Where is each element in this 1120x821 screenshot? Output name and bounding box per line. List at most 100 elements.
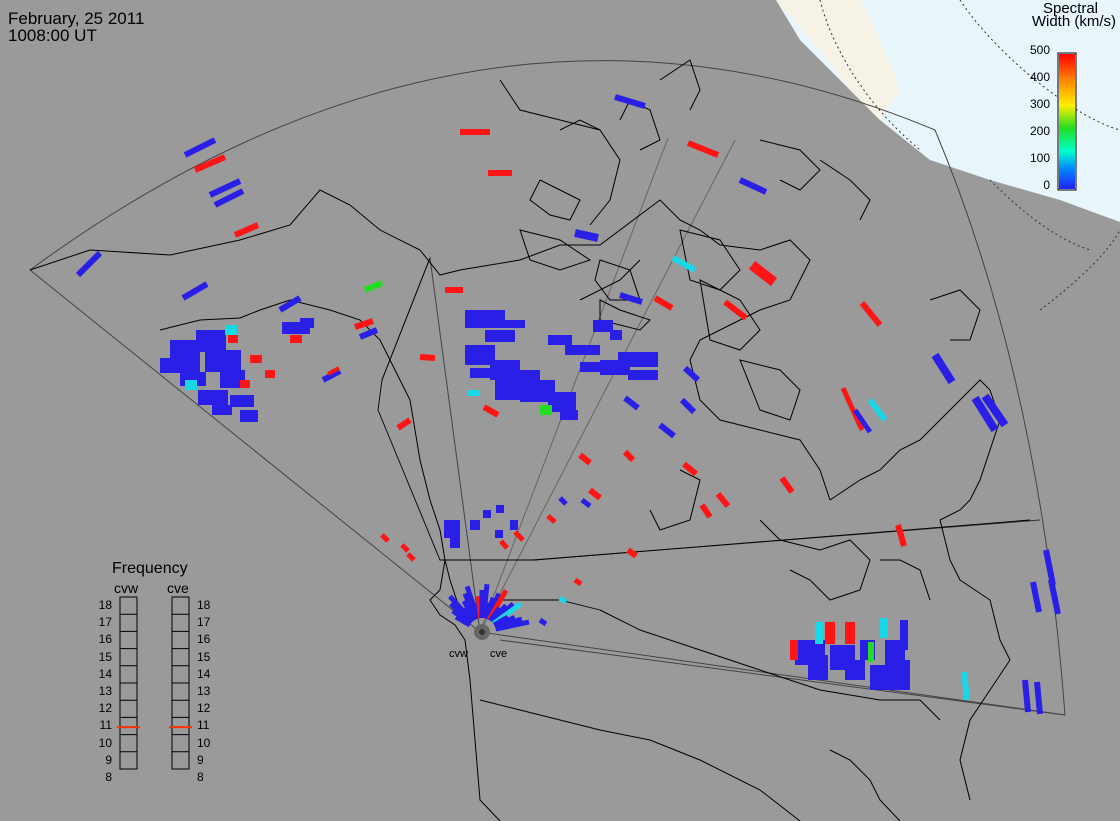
backscatter-echo [278,295,302,313]
backscatter-echo-block [580,362,610,372]
backscatter-echo [213,188,245,208]
backscatter-echo [363,280,384,293]
backscatter-echo-block [205,350,241,372]
backscatter-echo-block [496,505,504,513]
backscatter-echo-block [212,405,232,415]
frequency-tick-label: 9 [197,752,204,767]
frequency-tick-label: 18 [98,598,112,612]
frequency-tick-label: 8 [105,770,112,784]
time-label: 1008:00 UT [8,26,97,45]
site-label-cvw: cvw [449,648,468,660]
backscatter-echo-block [468,390,480,396]
backscatter-echo [181,281,209,301]
backscatter-echo [499,539,509,550]
backscatter-echo-block [444,520,460,538]
backscatter-echo-block [185,380,197,390]
backscatter-echo [183,137,217,158]
backscatter-echo [482,404,500,418]
backscatter-echo-block [880,618,888,638]
backscatter-echo [867,398,888,422]
colorbar-tick-label: 0 [1043,178,1050,192]
backscatter-echo [614,94,646,109]
backscatter-echo-block [540,405,552,415]
frequency-tick-label: 10 [197,735,211,750]
backscatter-echo-block [225,325,237,335]
backscatter-echo-block [465,310,505,328]
backscatter-echo [574,229,599,242]
backscatter-echo [679,397,697,415]
backscatter-echo [895,524,907,547]
polar-dotted-circle-1 [959,0,1120,131]
polar-dotted-circle-3 [989,179,1091,251]
radar-site-dot [479,629,485,635]
backscatter-echo-block [618,352,658,367]
frequency-tick-label: 15 [197,649,211,664]
colorbar-tick-label: 100 [1029,151,1050,165]
frequency-tick-label: 14 [98,666,112,681]
backscatter-echo-block [610,330,622,340]
backscatter-echo [931,352,956,385]
frequency-tick-label: 13 [98,684,112,698]
backscatter-echo [1022,679,1031,713]
backscatter-echo [75,250,103,278]
greenland-coast [776,0,900,120]
radar-beam-divider-2 [479,139,736,633]
frequency-tick-label: 9 [105,752,112,767]
site-label-cve: cve [490,648,508,660]
backscatter-echo-block [290,335,302,343]
backscatter-echo [358,327,379,340]
frequency-tick-label: 17 [197,615,211,630]
frequency-title: Frequency [112,560,188,577]
colorbar-title-line2: Width (km/s) [1031,13,1116,30]
backscatter-echo-block [170,340,200,360]
backscatter-echo-block [470,520,480,530]
backscatter-echo-block [470,368,490,378]
colorbar-gradient [1059,54,1075,189]
backscatter-echo-block [790,640,798,660]
backscatter-echo [193,154,227,173]
backscatter-echo-block [300,318,314,328]
backscatter-echo [233,222,260,238]
backscatter-echo-block [160,358,200,373]
backscatter-echo [558,595,568,605]
colorbar-title-line1: Spectral [1042,0,1098,17]
backscatter-echo-block [565,345,600,355]
frequency-tick-label: 11 [197,718,210,733]
polar-dotted-circle-2 [1039,229,1120,311]
backscatter-echo [1030,581,1042,613]
frequency-tick-label: 11 [99,718,112,733]
backscatter-echo [619,292,643,305]
frequency-tick-label: 18 [197,598,211,612]
colorbar-tick-label: 400 [1029,70,1050,84]
backscatter-echo [748,261,778,286]
backscatter-echo [779,476,795,494]
date-label: February, 25 2011 [8,9,145,28]
backscatter-echo [546,514,557,524]
backscatter-echo-block [510,370,540,382]
colorbar-tick-label: 500 [1029,43,1050,57]
backscatter-echo-block [265,370,275,378]
frequency-tick-marks [117,613,192,770]
backscatter-echo-block [548,335,572,345]
backscatter-echo-block [198,390,228,405]
backscatter-echo-block [228,335,238,343]
backscatter-echo-block [485,330,515,342]
backscatter-echo [208,178,242,198]
backscatter-echo [653,295,674,311]
frequency-tick-label: 16 [98,632,112,647]
backscatter-echo [671,255,697,273]
backscatter-echo [580,498,592,508]
backscatter-echo [658,422,676,439]
backscatter-echo [859,301,883,327]
frequency-tick-label: 14 [197,666,211,681]
backscatter-echo-block [240,380,250,388]
backscatter-echo [738,177,768,195]
colorbar-tick-label: 300 [1029,97,1050,111]
backscatter-echo-block [240,410,258,422]
backscatter-echo [715,492,731,508]
backscatter-echo-block [450,538,460,548]
backscatter-echoes [75,94,1061,715]
frequency-tick-label: 8 [197,770,204,784]
backscatter-echo [321,368,342,383]
backscatter-echo [682,365,701,383]
